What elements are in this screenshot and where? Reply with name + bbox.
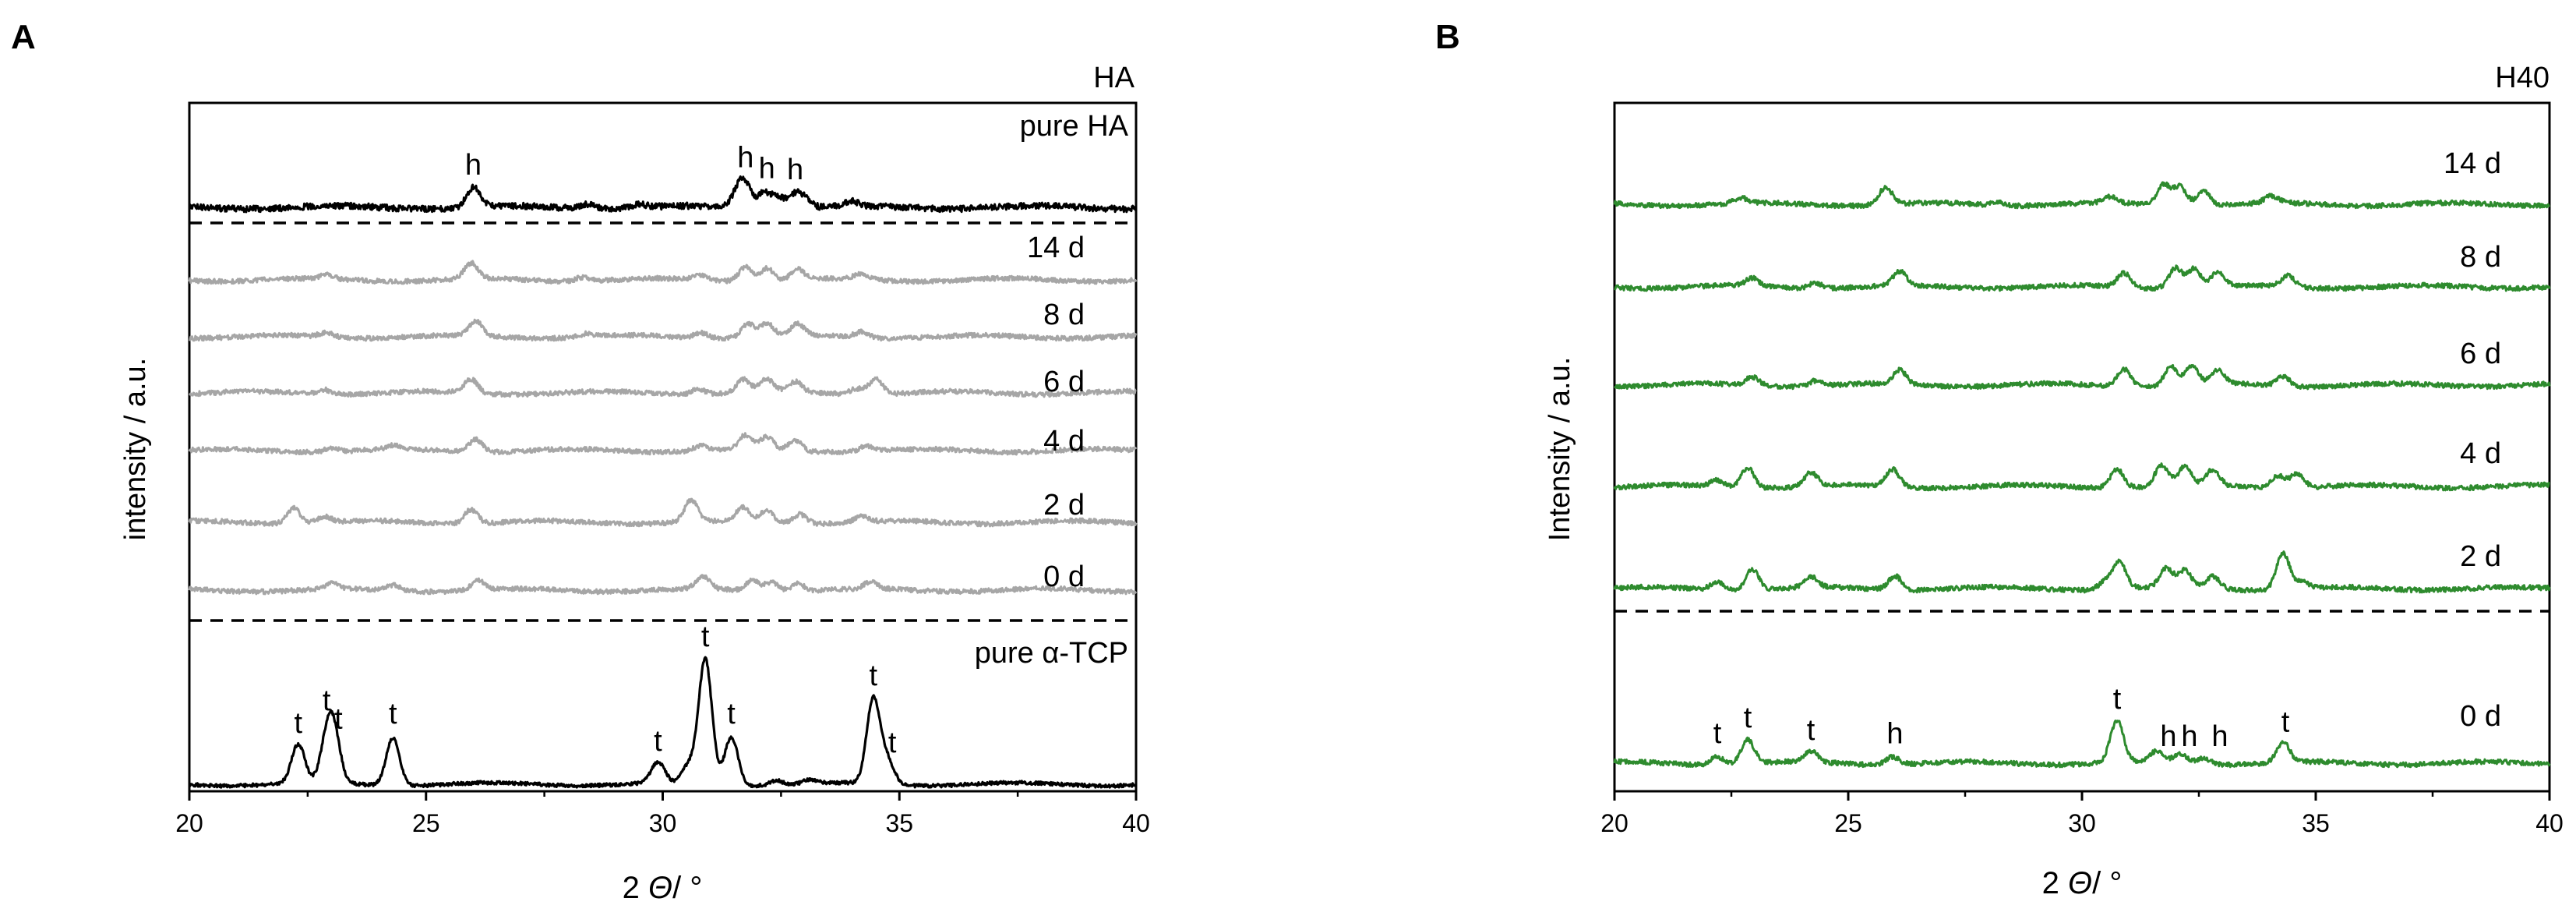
series-label: 4 d bbox=[2460, 437, 2501, 470]
panel-a: A HA pure HA 14 d 8 d 6 d 4 d 2 d 0 d pure α-TC… bbox=[11, 18, 1150, 905]
x-tick-label: 35 bbox=[885, 809, 913, 837]
peak-annotation: t bbox=[2113, 683, 2122, 716]
peak-annotation: t bbox=[1807, 714, 1816, 747]
series-line-2 bbox=[1614, 363, 2551, 391]
peak-annotation: h bbox=[2181, 720, 2197, 753]
x-tick-label: 25 bbox=[1834, 809, 1862, 837]
peak-annotation: t bbox=[888, 727, 897, 759]
series-label: 14 d bbox=[1027, 232, 1085, 264]
series-line-5 bbox=[1613, 720, 2551, 769]
panel-b-label: B bbox=[1435, 18, 1460, 56]
x-tick-label: 25 bbox=[412, 809, 440, 837]
panel-a-y-axis-label: intensity / a.u. bbox=[119, 358, 152, 540]
panel-a-x-axis-label: 2 Θ/ ° bbox=[623, 871, 703, 905]
peak-annotation: t bbox=[727, 698, 736, 730]
peak-annotation: t bbox=[2281, 706, 2290, 739]
series-line-1 bbox=[188, 260, 1138, 285]
series-line-5 bbox=[188, 497, 1138, 528]
panel-b-traces bbox=[1613, 181, 2551, 769]
series-label: 8 d bbox=[2460, 241, 2501, 274]
series-label: 2 d bbox=[2460, 540, 2501, 573]
panel-b-x-axis-label: 2 Θ/ ° bbox=[2042, 866, 2123, 900]
x-tick-label: 40 bbox=[2535, 809, 2564, 837]
x-tick-label: 30 bbox=[2068, 809, 2096, 837]
peak-annotation: h bbox=[737, 141, 753, 174]
peak-annotation: t bbox=[323, 684, 331, 717]
series-line-6 bbox=[188, 574, 1138, 596]
peak-annotation: h bbox=[1886, 718, 1903, 751]
panel-a-x-axis: 20 25 30 35 40 bbox=[175, 791, 1150, 837]
series-line-0 bbox=[1613, 181, 2551, 210]
panel-b-x-axis: 20 25 30 35 40 bbox=[1600, 791, 2564, 837]
peak-annotation: h bbox=[787, 154, 803, 186]
x-tick-label: 20 bbox=[1600, 809, 1629, 837]
peak-annotation: t bbox=[654, 725, 662, 758]
series-label: 0 d bbox=[1043, 561, 1085, 593]
series-label: pure HA bbox=[1020, 110, 1129, 143]
peak-annotation: h bbox=[2211, 720, 2228, 753]
peak-annotation: h bbox=[759, 152, 775, 185]
peak-annotation: t bbox=[1713, 717, 1722, 750]
peak-annotation: h bbox=[2160, 720, 2176, 753]
peak-annotation: h bbox=[465, 149, 482, 182]
x-tick-label: 20 bbox=[175, 809, 203, 837]
series-label: 6 d bbox=[1043, 366, 1085, 398]
panel-a-traces bbox=[188, 175, 1138, 789]
series-label: 14 d bbox=[2444, 147, 2501, 180]
series-line-4 bbox=[1613, 550, 2551, 594]
series-label: 8 d bbox=[1043, 299, 1085, 331]
series-line-7 bbox=[189, 656, 1137, 789]
x-tick-label: 40 bbox=[1122, 809, 1150, 837]
peak-annotation: t bbox=[294, 707, 302, 740]
panel-b: B H40 14 d8 d6 d4 d2 d0 d t t t hth h h t 20 25… bbox=[1435, 18, 2564, 900]
peak-annotation: t bbox=[389, 698, 397, 730]
series-line-4 bbox=[188, 432, 1138, 456]
series-label: 0 d bbox=[2460, 700, 2501, 733]
panel-a-series-labels: pure HA 14 d 8 d 6 d 4 d 2 d 0 d pure α-TCP bbox=[975, 110, 1129, 670]
series-label: 4 d bbox=[1043, 425, 1085, 458]
panel-b-peak-annotations: t t t hth h h t bbox=[1713, 683, 2290, 753]
panel-b-y-axis-label: Intensity / a.u. bbox=[1544, 357, 1576, 542]
x-tick-label: 30 bbox=[649, 809, 677, 837]
series-line-0 bbox=[188, 175, 1137, 214]
series-line-3 bbox=[1613, 462, 2550, 492]
series-line-3 bbox=[189, 376, 1137, 398]
x-tick-label: 35 bbox=[2302, 809, 2330, 837]
peak-annotation: t bbox=[334, 702, 343, 735]
panel-a-label: A bbox=[11, 18, 36, 56]
series-label: 6 d bbox=[2460, 338, 2501, 370]
panel-b-title: H40 bbox=[2495, 62, 2550, 94]
panel-b-series-labels: 14 d 8 d 6 d 4 d 2 d 0 d bbox=[2444, 147, 2501, 733]
series-line-1 bbox=[1614, 264, 2551, 292]
series-label: pure α-TCP bbox=[975, 637, 1128, 670]
peak-annotation: t bbox=[701, 621, 710, 653]
series-line-2 bbox=[189, 318, 1138, 342]
panel-a-title: HA bbox=[1093, 62, 1134, 94]
series-label: 2 d bbox=[1043, 489, 1085, 522]
peak-annotation: t bbox=[1744, 702, 1752, 734]
peak-annotation: t bbox=[870, 660, 878, 692]
